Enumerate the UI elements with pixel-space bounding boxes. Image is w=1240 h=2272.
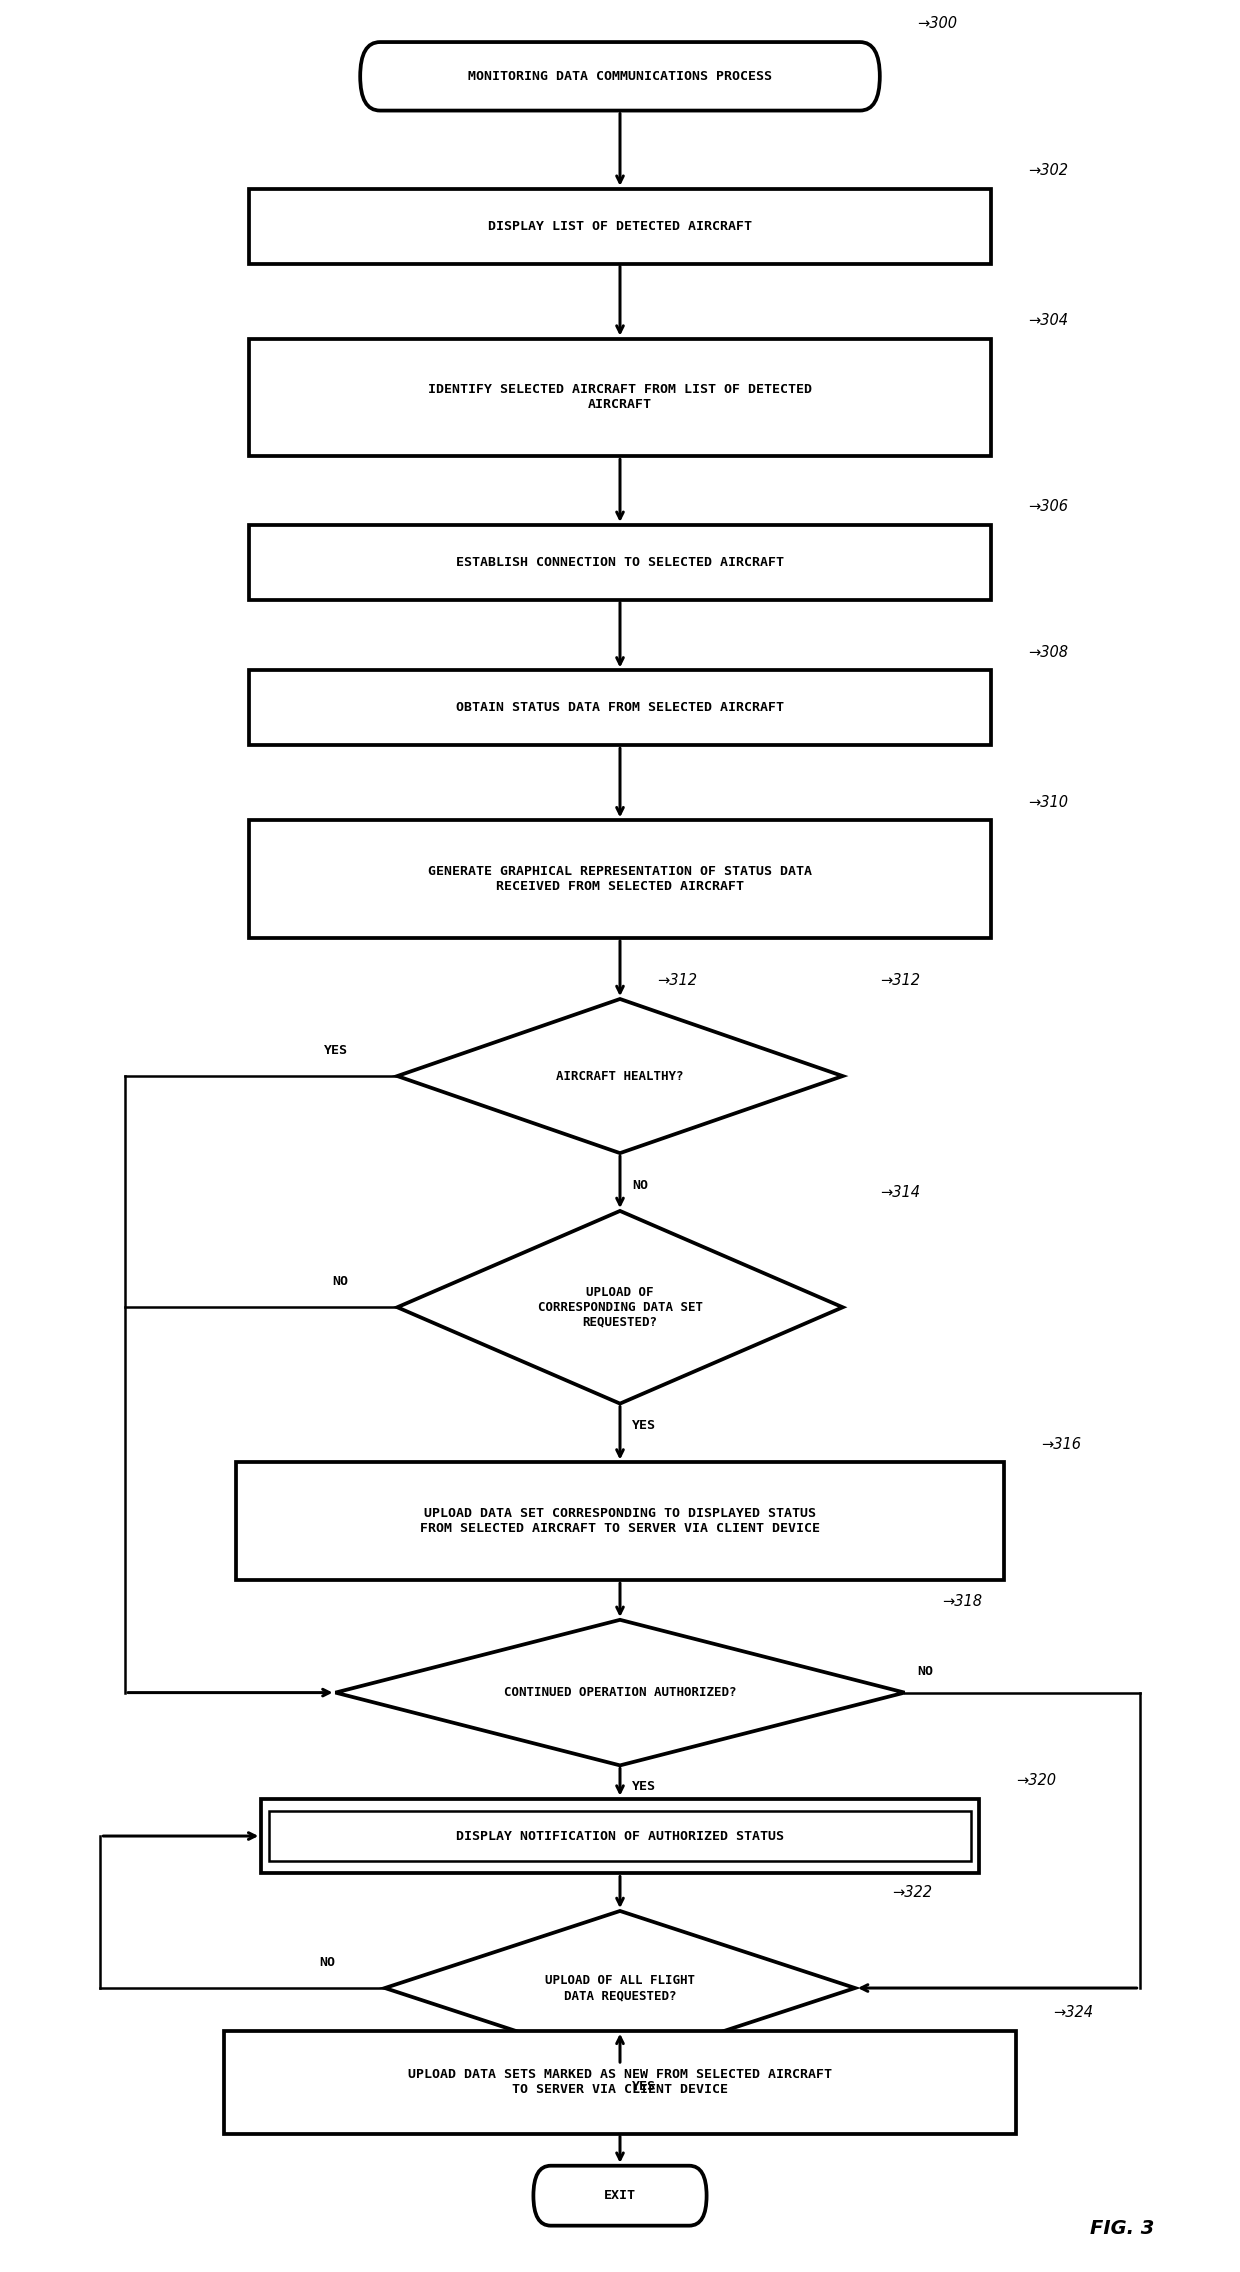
Text: DISPLAY LIST OF DETECTED AIRCRAFT: DISPLAY LIST OF DETECTED AIRCRAFT [489, 220, 751, 232]
Text: →310: →310 [1028, 795, 1069, 809]
Text: →304: →304 [1028, 314, 1069, 327]
Text: →324: →324 [1053, 2006, 1092, 2020]
Text: YES: YES [324, 1043, 347, 1056]
Text: →312: →312 [657, 972, 697, 988]
Text: UPLOAD OF
CORRESPONDING DATA SET
REQUESTED?: UPLOAD OF CORRESPONDING DATA SET REQUEST… [537, 1286, 703, 1329]
Polygon shape [397, 1211, 843, 1404]
Bar [224, 2031, 1016, 2133]
Text: →322: →322 [893, 1886, 932, 1899]
Text: NO: NO [332, 1275, 347, 1288]
Text: ESTABLISH CONNECTION TO SELECTED AIRCRAFT: ESTABLISH CONNECTION TO SELECTED AIRCRAF… [456, 557, 784, 568]
Text: YES: YES [632, 1781, 656, 1793]
Text: DISPLAY NOTIFICATION OF AUTHORIZED STATUS: DISPLAY NOTIFICATION OF AUTHORIZED STATU… [456, 1829, 784, 1843]
Text: UPLOAD DATA SETS MARKED AS NEW FROM SELECTED AIRCRAFT
TO SERVER VIA CLIENT DEVIC: UPLOAD DATA SETS MARKED AS NEW FROM SELE… [408, 2068, 832, 2097]
Text: UPLOAD DATA SET CORRESPONDING TO DISPLAYED STATUS
FROM SELECTED AIRCRAFT TO SERV: UPLOAD DATA SET CORRESPONDING TO DISPLAY… [420, 1506, 820, 1536]
Text: FIG. 3: FIG. 3 [1090, 2220, 1154, 2238]
Text: NO: NO [632, 1179, 649, 1193]
Bar [237, 1463, 1003, 1581]
Text: YES: YES [632, 2079, 656, 2093]
Text: NO: NO [320, 1956, 336, 1970]
Text: →318: →318 [941, 1595, 982, 1609]
Text: →306: →306 [1028, 500, 1069, 513]
Polygon shape [336, 1620, 904, 1765]
Text: →312: →312 [880, 972, 920, 988]
Polygon shape [384, 1911, 856, 2065]
Text: YES: YES [632, 1418, 656, 1431]
Text: →314: →314 [880, 1186, 920, 1200]
Bar [269, 1811, 971, 1861]
Text: GENERATE GRAPHICAL REPRESENTATION OF STATUS DATA
RECEIVED FROM SELECTED AIRCRAFT: GENERATE GRAPHICAL REPRESENTATION OF STA… [428, 866, 812, 893]
Text: →316: →316 [1040, 1436, 1080, 1452]
Bar [249, 670, 991, 745]
FancyBboxPatch shape [533, 2165, 707, 2227]
Bar [249, 525, 991, 600]
Bar [249, 189, 991, 264]
Polygon shape [397, 1000, 843, 1154]
Text: →300: →300 [916, 16, 957, 32]
Text: UPLOAD OF ALL FLIGHT
DATA REQUESTED?: UPLOAD OF ALL FLIGHT DATA REQUESTED? [546, 1974, 694, 2002]
Text: CONTINUED OPERATION AUTHORIZED?: CONTINUED OPERATION AUTHORIZED? [503, 1686, 737, 1699]
Text: →302: →302 [1028, 164, 1069, 177]
Text: →308: →308 [1028, 645, 1069, 659]
FancyBboxPatch shape [360, 43, 880, 111]
Bar [249, 820, 991, 938]
Bar [249, 339, 991, 457]
Text: EXIT: EXIT [604, 2190, 636, 2202]
Text: MONITORING DATA COMMUNICATIONS PROCESS: MONITORING DATA COMMUNICATIONS PROCESS [467, 70, 773, 82]
Text: →320: →320 [1016, 1772, 1056, 1788]
Text: IDENTIFY SELECTED AIRCRAFT FROM LIST OF DETECTED
AIRCRAFT: IDENTIFY SELECTED AIRCRAFT FROM LIST OF … [428, 384, 812, 411]
Text: OBTAIN STATUS DATA FROM SELECTED AIRCRAFT: OBTAIN STATUS DATA FROM SELECTED AIRCRAF… [456, 702, 784, 713]
Text: AIRCRAFT HEALTHY?: AIRCRAFT HEALTHY? [557, 1070, 683, 1081]
Bar [262, 1799, 978, 1874]
Text: NO: NO [916, 1665, 932, 1677]
